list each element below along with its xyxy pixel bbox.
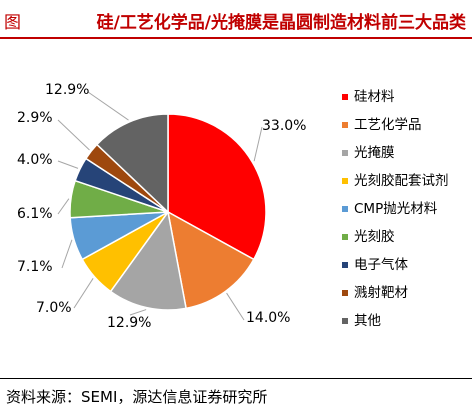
leader-line-5 (57, 198, 70, 215)
data-label-8: 12.9% (45, 82, 89, 98)
source-note: 资料来源：SEMI，源达信息证券研究所 (6, 388, 268, 406)
pie-chart: 33.0% 14.0% 12.9% 7.0% 7.1% 6.1% 4.0% 2.9% 12.9%… (17, 82, 449, 331)
data-label-4: 7.1% (17, 259, 53, 275)
leader-line-0 (253, 126, 263, 162)
data-label-6: 4.0% (17, 152, 53, 168)
pie-slice-1 (166, 210, 255, 310)
legend-label-2: 光掩膜 (354, 145, 395, 161)
leader-line-1 (226, 292, 245, 321)
data-labels: 33.0% 14.0% 12.9% 7.0% 7.1% 6.1% 4.0% 2.9% 12.9% (17, 82, 306, 331)
legend-label-1: 工艺化学品 (354, 117, 422, 133)
data-label-0: 33.0% (262, 118, 306, 134)
legend-swatch-0 (342, 94, 348, 100)
figure-title: 硅/工艺化学品/光掩膜是晶圆制造材料前三大品类 (96, 13, 466, 33)
leader-line-3 (73, 278, 94, 309)
legend-swatch-7 (342, 290, 348, 296)
pie-slice-8 (95, 113, 169, 214)
leader-line-2 (129, 309, 147, 316)
legend-swatch-4 (342, 206, 348, 212)
legend-label-8: 其他 (354, 313, 381, 329)
leader-lines (57, 91, 263, 321)
pie-slices (69, 113, 267, 311)
figure-label: 图 (4, 13, 21, 33)
legend-label-5: 光刻胶 (354, 228, 395, 245)
pie-slice-2 (109, 210, 187, 311)
header-rule (0, 37, 472, 39)
footer-rule (0, 378, 472, 379)
figure-header: 图 硅/工艺化学品/光掩膜是晶圆制造材料前三大品类 (0, 0, 472, 39)
leader-line-6 (57, 160, 79, 169)
data-label-7: 2.9% (17, 110, 53, 126)
data-label-1: 14.0% (246, 310, 290, 326)
legend-label-4: CMP抛光材料 (354, 201, 438, 217)
legend-label-0: 硅材料 (354, 89, 395, 105)
leader-line-8 (87, 91, 129, 121)
legend-swatch-6 (342, 262, 348, 268)
legend-swatch-8 (342, 318, 348, 324)
legend-label-7: 溅射靶材 (354, 285, 408, 301)
data-label-5: 6.1% (17, 206, 53, 222)
leader-line-7 (57, 119, 90, 151)
legend-swatch-5 (342, 234, 348, 240)
data-label-2: 12.9% (107, 315, 151, 331)
data-label-3: 7.0% (36, 300, 72, 316)
legend-label-3: 光刻胶配套试剂 (354, 172, 449, 189)
leader-line-4 (61, 239, 73, 269)
pie-slice-0 (167, 113, 267, 261)
legend-swatch-1 (342, 122, 348, 128)
legend-swatch-2 (342, 150, 348, 156)
legend-swatch-3 (342, 178, 348, 184)
legend-label-6: 电子气体 (354, 257, 408, 273)
